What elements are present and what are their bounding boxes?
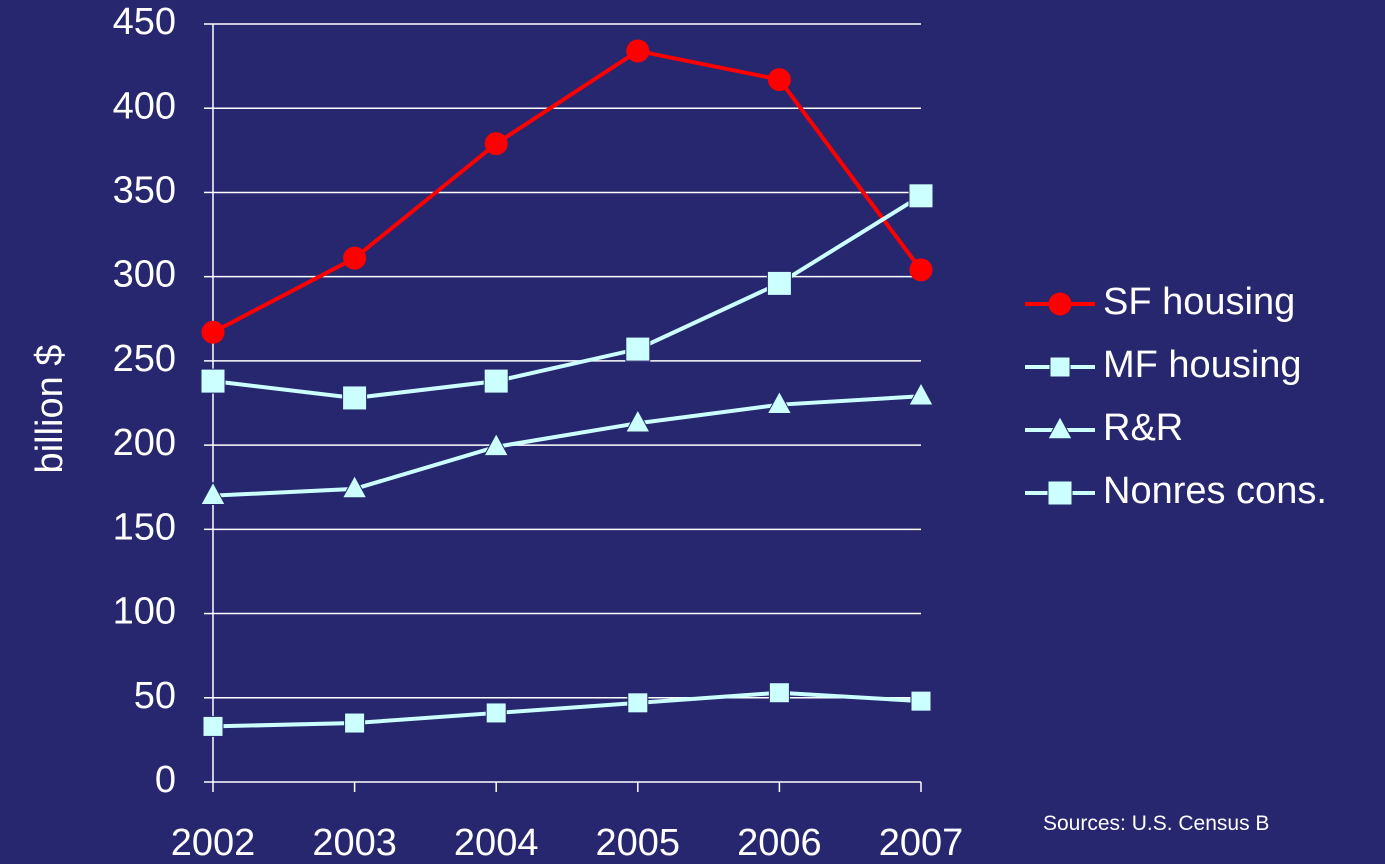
axes: 0 50 100 150 200 250 300 350 400 450 2002 2003 2004 2… <box>113 1 964 864</box>
data-point-mf-housing <box>485 702 507 724</box>
x-tick-label: 2007 <box>879 822 964 864</box>
data-point-r-r <box>483 432 510 457</box>
y-tick-label: 250 <box>113 338 176 380</box>
data-point-mf-housing <box>910 690 932 712</box>
data-point-mf-housing <box>202 715 224 737</box>
source-note: Sources: U.S. Census B <box>1043 812 1269 835</box>
data-point-nonres-cons <box>625 336 651 362</box>
y-tick-label: 450 <box>113 1 176 43</box>
data-point-r-r <box>341 474 368 499</box>
data-point-nonres-cons <box>483 368 509 394</box>
y-tick-label: 100 <box>113 591 176 633</box>
legend-swatch-marker <box>1049 356 1071 378</box>
y-tick-label: 150 <box>113 506 176 548</box>
data-point-sf-housing <box>626 39 650 63</box>
data-point-sf-housing <box>909 258 933 282</box>
data-point-nonres-cons <box>200 368 226 394</box>
legend-label: MF housing <box>1103 344 1302 386</box>
y-tick-label: 300 <box>113 254 176 296</box>
legend-swatch-marker <box>1048 292 1072 316</box>
data-point-nonres-cons <box>342 385 368 411</box>
data-point-sf-housing <box>343 246 367 270</box>
data-point-sf-housing <box>201 320 225 344</box>
x-tick-label: 2003 <box>312 822 397 864</box>
y-tick-label: 400 <box>113 85 176 127</box>
legend-item-mf-housing: MF housing <box>1025 344 1302 386</box>
series-mf-housing <box>202 682 932 737</box>
series-r-r <box>200 382 934 505</box>
data-point-mf-housing <box>627 692 649 714</box>
series-line-sf-housing <box>212 48 923 335</box>
series-line-mf-housing <box>212 690 922 729</box>
data-point-sf-housing <box>767 68 791 92</box>
y-axis-label: billion $ <box>29 345 71 474</box>
legend-label: Nonres cons. <box>1103 470 1327 512</box>
data-point-mf-housing <box>768 682 790 704</box>
data-point-sf-housing <box>484 132 508 156</box>
x-tick-label: 2005 <box>596 822 681 864</box>
y-tick-label: 50 <box>134 675 176 717</box>
data-point-mf-housing <box>344 712 366 734</box>
x-tick-label: 2002 <box>171 822 256 864</box>
y-tick-label: 350 <box>113 169 176 211</box>
legend-swatch-marker <box>1047 480 1073 506</box>
series-nonres-cons <box>200 183 934 411</box>
data-point-r-r <box>766 390 793 414</box>
series-sf-housing <box>201 39 933 344</box>
y-tick-label: 200 <box>113 422 176 464</box>
legend-swatch-marker <box>1047 415 1073 440</box>
legend: SF housing MF housing R&R Nonres cons. <box>1025 281 1327 512</box>
data-point-r-r <box>908 382 934 406</box>
x-tick-label: 2004 <box>454 822 539 864</box>
series-group <box>200 39 934 737</box>
y-tick-label: 0 <box>155 759 176 801</box>
series-line-r-r <box>212 394 922 498</box>
data-point-r-r <box>624 408 651 433</box>
legend-item-nonres-cons: Nonres cons. <box>1025 470 1327 512</box>
data-point-nonres-cons <box>908 183 934 209</box>
gridlines <box>213 23 921 699</box>
series-line-nonres-cons <box>212 194 923 400</box>
x-tick-label: 2006 <box>737 822 822 864</box>
legend-label: SF housing <box>1103 281 1295 323</box>
data-point-nonres-cons <box>766 270 792 296</box>
legend-label: R&R <box>1103 407 1183 449</box>
legend-item-r-r: R&R <box>1025 407 1183 449</box>
data-point-r-r <box>200 481 226 505</box>
legend-item-sf-housing: SF housing <box>1025 281 1295 323</box>
